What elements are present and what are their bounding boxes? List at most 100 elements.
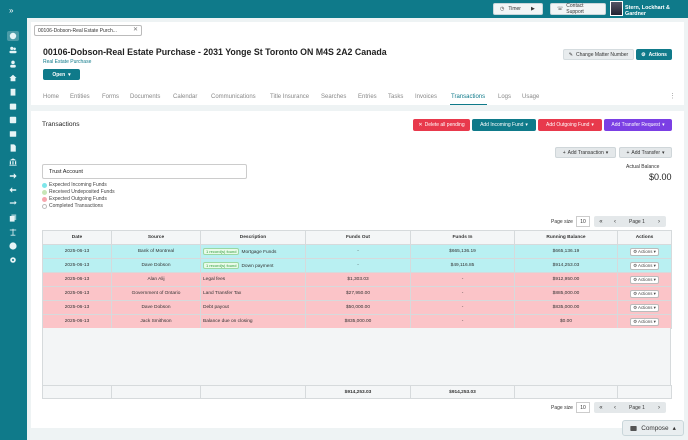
page-size-select[interactable]: 10 xyxy=(575,216,590,227)
dashboard-icon[interactable] xyxy=(7,31,19,41)
next-page-button[interactable]: › xyxy=(657,218,660,225)
row-actions-button[interactable]: ⚙ Actions ▾ xyxy=(630,261,659,270)
tab-communications[interactable]: Communications xyxy=(211,94,256,100)
home-icon[interactable] xyxy=(7,73,19,83)
arrow-right-icon[interactable] xyxy=(7,171,19,181)
column-header[interactable]: Date xyxy=(42,230,112,245)
avatar[interactable] xyxy=(610,1,623,16)
compose-button[interactable]: Compose ▴ xyxy=(622,420,684,436)
transfer-icon[interactable] xyxy=(7,199,19,209)
date-cell: 2025-06-13 xyxy=(42,300,112,315)
tab-documents[interactable]: Documents xyxy=(130,94,161,100)
tab-calendar[interactable]: Calendar xyxy=(173,94,198,100)
inbox-icon[interactable] xyxy=(7,129,19,139)
profile-circle-icon[interactable] xyxy=(7,241,19,251)
page-size-select[interactable]: 10 xyxy=(575,402,590,413)
first-page-button[interactable]: « xyxy=(599,218,603,225)
row-actions-button[interactable]: ⚙ Actions ▾ xyxy=(630,247,659,256)
add-transaction-label: Add Transaction xyxy=(567,149,604,156)
page-controls: « ‹ Page 1 › xyxy=(593,216,666,227)
account-select[interactable]: Trust Account xyxy=(42,164,247,179)
row-actions-label: Actions xyxy=(638,248,653,254)
delete-all-pending-button[interactable]: ✕ Delete all pending xyxy=(413,119,470,131)
table-row[interactable]: 2025-06-13 Dave Dobson 1 record(s) found… xyxy=(42,258,672,273)
column-header[interactable]: Funds In xyxy=(410,230,515,245)
more-options-icon[interactable]: ⋮ xyxy=(669,93,676,100)
prev-page-button[interactable]: ‹ xyxy=(613,404,616,411)
total-cell xyxy=(617,385,672,399)
description-text: Mortgage Funds xyxy=(241,250,277,255)
tasks-icon[interactable] xyxy=(7,115,19,125)
records-found-badge[interactable]: 1 record(s) found xyxy=(203,262,240,269)
arrow-left-icon[interactable] xyxy=(7,185,19,195)
tab-home[interactable]: Home xyxy=(43,94,60,100)
copy-icon[interactable] xyxy=(7,213,19,223)
total-cell xyxy=(42,385,112,399)
column-header[interactable]: Funds Out xyxy=(305,230,411,245)
next-page-button[interactable]: › xyxy=(657,404,660,411)
tab-usage[interactable]: Usage xyxy=(522,94,540,100)
expand-sidebar-icon[interactable]: » xyxy=(9,6,14,15)
add-transfer-request-button[interactable]: Add Transfer Request ▾ xyxy=(604,119,672,131)
running-balance-cell: $835,000.00 xyxy=(514,300,618,315)
user-icon[interactable] xyxy=(7,59,19,69)
first-page-button[interactable]: « xyxy=(599,404,603,411)
table-row[interactable]: 2025-06-13 Dave Dobson Debt payout $50,0… xyxy=(42,300,672,315)
actual-balance-label: Actual Balance xyxy=(626,164,660,170)
add-transaction-button[interactable]: + Add Transaction ▾ xyxy=(555,147,616,158)
column-header[interactable]: Source xyxy=(111,230,201,245)
table-row[interactable]: 2025-06-13 Alan Alij Legal fees $1,303.0… xyxy=(42,272,672,287)
calendar-icon[interactable] xyxy=(7,101,19,111)
column-header[interactable]: Description xyxy=(200,230,306,245)
add-transfer-request-label: Add Transfer Request xyxy=(611,122,661,128)
balance-scale-icon[interactable] xyxy=(7,227,19,237)
building-icon[interactable] xyxy=(7,87,19,97)
records-found-badge[interactable]: 1 record(s) found xyxy=(203,248,240,255)
tab-searches[interactable]: Searches xyxy=(321,94,347,100)
tab-invoices[interactable]: Invoices xyxy=(415,94,438,100)
row-actions-button[interactable]: ⚙ Actions ▾ xyxy=(630,303,659,312)
table-row[interactable]: 2025-06-13 Government of Ontario Land Tr… xyxy=(42,286,672,301)
source-cell: Dave Dobson xyxy=(111,300,201,315)
add-outgoing-fund-button[interactable]: Add Outgoing Fund ▾ xyxy=(538,119,602,131)
contacts-icon[interactable] xyxy=(7,45,19,55)
change-matter-number-button[interactable]: ✎ Change Matter Number xyxy=(563,49,634,60)
prev-page-button[interactable]: ‹ xyxy=(613,218,616,225)
table-row[interactable]: 2025-06-13 Jack Smithson Balance due on … xyxy=(42,314,672,329)
description-cell: Balance due on closing xyxy=(200,314,306,329)
close-icon: ✕ xyxy=(418,122,423,128)
row-actions-button[interactable]: ⚙ Actions ▾ xyxy=(630,317,659,326)
tab-logs[interactable]: Logs xyxy=(498,94,512,100)
actions-button[interactable]: ⚙ Actions xyxy=(636,49,672,60)
table-row[interactable]: 2025-06-13 Bank of Montreal 1 record(s) … xyxy=(42,244,672,259)
column-header[interactable]: Running Balance xyxy=(514,230,618,245)
actions-cell: ⚙ Actions ▾ xyxy=(617,258,672,273)
status-dropdown-button[interactable]: Open ▾ xyxy=(43,69,80,80)
row-actions-button[interactable]: ⚙ Actions ▾ xyxy=(630,275,659,284)
bank-icon[interactable] xyxy=(7,157,19,167)
tab-tasks[interactable]: Tasks xyxy=(388,94,404,100)
funds-in-cell: $49,116.85 xyxy=(410,258,515,273)
tab-forms[interactable]: Forms xyxy=(102,94,119,100)
user-name[interactable]: Stern, Lockhart & Gardner xyxy=(625,5,670,17)
active-tab-indicator xyxy=(450,104,487,105)
totals-row: $914,253.03 $914,253.03 xyxy=(42,385,672,399)
row-actions-button[interactable]: ⚙ Actions ▾ xyxy=(630,289,659,298)
settings-icon[interactable] xyxy=(7,255,19,265)
matter-tab[interactable]: 00106-Dobson-Real Estate Purch... xyxy=(34,25,142,36)
tab-entities[interactable]: Entities xyxy=(70,94,90,100)
document-icon[interactable] xyxy=(7,143,19,153)
tab-transactions[interactable]: Transactions xyxy=(451,94,486,100)
contact-support-button[interactable]: ☏ Contact Support xyxy=(550,3,606,15)
timer-button[interactable]: ◷ Timer ▶ xyxy=(493,3,543,15)
add-incoming-fund-button[interactable]: Add Incoming Fund ▾ xyxy=(472,119,536,131)
matter-card: 00106-Dobson-Real Estate Purch... ✕ 0010… xyxy=(31,22,684,105)
description-text: Down payment xyxy=(241,264,274,269)
running-balance-cell: $665,136.19 xyxy=(514,244,618,259)
tab-entries[interactable]: Entries xyxy=(358,94,377,100)
date-cell: 2025-06-13 xyxy=(42,314,112,329)
close-icon[interactable]: ✕ xyxy=(133,27,139,33)
total-cell xyxy=(200,385,306,399)
tab-title-insurance[interactable]: Title Insurance xyxy=(270,94,310,100)
add-transfer-button[interactable]: + Add Transfer ▾ xyxy=(619,147,672,158)
